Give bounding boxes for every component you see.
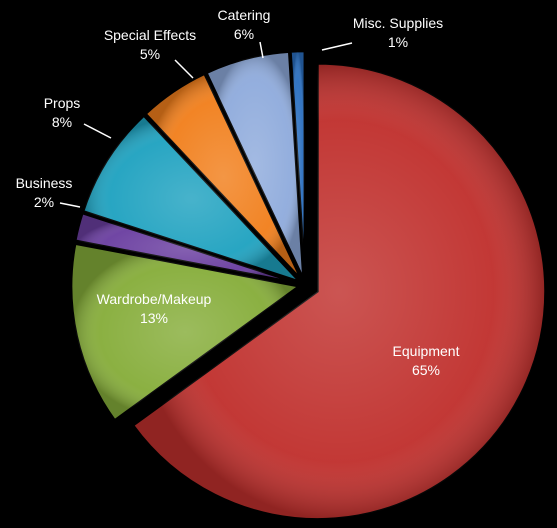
slice-percent-equipment: 65% [412, 362, 440, 378]
slice-label-wardrobe-makeup: Wardrobe/Makeup [97, 291, 212, 307]
slice-percent-props: 8% [52, 114, 72, 130]
slice-label-business: Business [16, 175, 73, 191]
leader-line-catering [259, 41, 264, 59]
slice-label-equipment: Equipment [393, 343, 460, 359]
slice-label-misc-supplies: Misc. Supplies [353, 15, 443, 31]
slice-percent-business: 2% [34, 194, 54, 210]
slice-label-props: Props [44, 95, 81, 111]
slice-percent-misc-supplies: 1% [388, 34, 408, 50]
slice-percent-special-effects: 5% [140, 46, 160, 62]
slice-label-special-effects: Special Effects [104, 27, 196, 43]
leader-line-special-effects [174, 59, 194, 79]
leader-line-business [59, 202, 81, 208]
leader-line-props [83, 123, 112, 139]
slice-percent-catering: 6% [234, 26, 254, 42]
slice-label-catering: Catering [218, 7, 271, 23]
leader-line-misc-supplies [321, 42, 353, 51]
slice-percent-wardrobe-makeup: 13% [140, 310, 168, 326]
